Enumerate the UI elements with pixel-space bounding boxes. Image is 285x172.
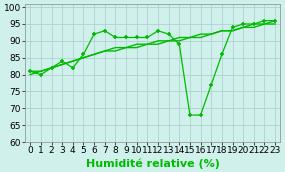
X-axis label: Humidité relative (%): Humidité relative (%)	[86, 158, 220, 169]
